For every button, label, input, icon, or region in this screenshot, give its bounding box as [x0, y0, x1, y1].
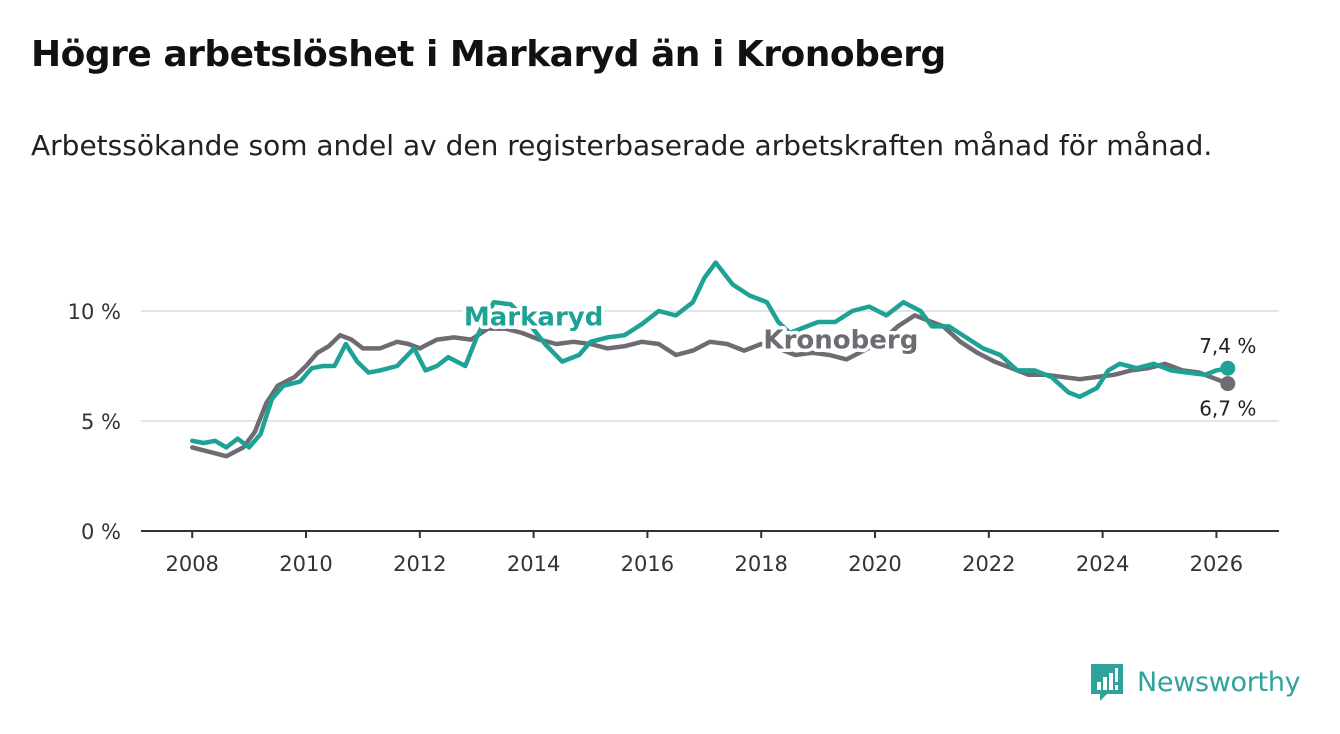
y-tick-label: 10 %: [68, 300, 121, 324]
brand-name: Newsworthy: [1137, 666, 1301, 698]
x-tick-label: 2020: [848, 552, 901, 576]
end-value-label-kronoberg: 6,7 %: [1199, 397, 1256, 421]
grid-lines: [141, 310, 1279, 422]
newsworthy-brand[interactable]: Newsworthy: [1089, 662, 1301, 702]
x-tick-label: 2010: [279, 552, 332, 576]
axes: 0 % 5 % 10 % 2008 2010 2012 2014 2016 2018 2020 20…: [68, 300, 1279, 576]
series-label-markaryd: Markaryd: [464, 302, 603, 332]
bar-chart-logo-icon: [1091, 664, 1123, 701]
x-tick-label: 2016: [621, 552, 674, 576]
x-tick-label: 2026: [1190, 552, 1243, 576]
y-tick-label: 0 %: [81, 520, 121, 544]
series-label-kronoberg: Kronoberg: [763, 325, 918, 355]
x-tick-label: 2008: [165, 552, 218, 576]
x-tick-label: 2014: [507, 552, 560, 576]
end-value-label-markaryd: 7,4 %: [1199, 334, 1256, 358]
series-labels: Kronoberg Markaryd 6,7 % 7,4 %: [460, 299, 1256, 421]
chart-subtitle: Arbetssökande som andel av den registerb…: [31, 129, 1213, 162]
x-tick-label: 2024: [1076, 552, 1129, 576]
series-line-markaryd: [189, 260, 1231, 450]
x-tick-label: 2012: [393, 552, 446, 576]
end-point-markaryd: [1220, 360, 1236, 376]
line-chart: 0 % 5 % 10 % 2008 2010 2012 2014 2016 2018 2020 20…: [68, 260, 1279, 576]
series-line-kronoberg: [189, 313, 1231, 459]
series-lines: [189, 260, 1231, 459]
chart-title: Högre arbetslöshet i Markaryd än i Krono…: [31, 34, 946, 75]
end-point-kronoberg: [1220, 376, 1236, 392]
y-tick-label: 5 %: [81, 410, 121, 434]
x-tick-label: 2022: [962, 552, 1015, 576]
x-tick-label: 2018: [734, 552, 787, 576]
